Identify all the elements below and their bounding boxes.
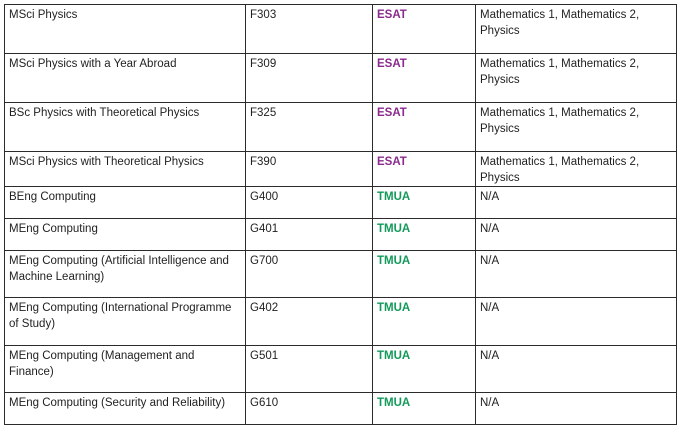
ucas-code-cell: F390 <box>245 151 373 187</box>
course-name-cell: MEng Computing (Security and Reliability… <box>4 392 246 425</box>
course-name-cell: MEng Computing (Artificial Intelligence … <box>4 250 246 298</box>
table-row: BEng Computing G400 TMUA N/A <box>4 186 677 219</box>
course-name-cell: MEng Computing (International Programme … <box>4 297 246 346</box>
course-name-cell: MEng Computing (Management and Finance) <box>4 345 246 393</box>
required-subjects-cell: Mathematics 1, Mathematics 2, Physics <box>475 4 677 54</box>
ucas-code-cell: G401 <box>245 218 373 251</box>
admissions-test-cell: TMUA <box>372 345 476 393</box>
course-name-cell: BSc Physics with Theoretical Physics <box>4 102 246 152</box>
ucas-code-cell: G700 <box>245 250 373 298</box>
required-subjects-cell: N/A <box>475 392 677 425</box>
admissions-test-table: MSci Physics F303 ESAT Mathematics 1, Ma… <box>4 4 677 425</box>
ucas-code-cell: F309 <box>245 53 373 103</box>
admissions-test-cell: ESAT <box>372 53 476 103</box>
ucas-code-cell: G501 <box>245 345 373 393</box>
ucas-code-cell: F303 <box>245 4 373 54</box>
course-name-cell: MEng Computing <box>4 218 246 251</box>
admissions-test-cell: ESAT <box>372 151 476 187</box>
ucas-code-cell: G400 <box>245 186 373 219</box>
admissions-test-cell: ESAT <box>372 4 476 54</box>
ucas-code-cell: G610 <box>245 392 373 425</box>
admissions-test-cell: ESAT <box>372 102 476 152</box>
admissions-test-cell: TMUA <box>372 218 476 251</box>
admissions-test-cell: TMUA <box>372 392 476 425</box>
required-subjects-cell: N/A <box>475 297 677 346</box>
required-subjects-cell: Mathematics 1, Mathematics 2, Physics <box>475 151 677 187</box>
required-subjects-cell: N/A <box>475 218 677 251</box>
ucas-code-cell: G402 <box>245 297 373 346</box>
table-row: MEng Computing (International Programme … <box>4 297 677 346</box>
table-row: MEng Computing (Artificial Intelligence … <box>4 250 677 298</box>
course-name-cell: MSci Physics with Theoretical Physics <box>4 151 246 187</box>
required-subjects-cell: N/A <box>475 345 677 393</box>
ucas-code-cell: F325 <box>245 102 373 152</box>
course-name-cell: MSci Physics <box>4 4 246 54</box>
admissions-test-cell: TMUA <box>372 186 476 219</box>
table-row: MSci Physics with Theoretical Physics F3… <box>4 151 677 187</box>
table-row: MEng Computing G401 TMUA N/A <box>4 218 677 251</box>
required-subjects-cell: Mathematics 1, Mathematics 2, Physics <box>475 102 677 152</box>
table-row: MEng Computing (Management and Finance) … <box>4 345 677 393</box>
table-row: MSci Physics F303 ESAT Mathematics 1, Ma… <box>4 4 677 54</box>
required-subjects-cell: N/A <box>475 186 677 219</box>
course-name-cell: BEng Computing <box>4 186 246 219</box>
course-name-cell: MSci Physics with a Year Abroad <box>4 53 246 103</box>
table-row: MSci Physics with a Year Abroad F309 ESA… <box>4 53 677 103</box>
table-row: BSc Physics with Theoretical Physics F32… <box>4 102 677 152</box>
table-row: MEng Computing (Security and Reliability… <box>4 392 677 425</box>
required-subjects-cell: N/A <box>475 250 677 298</box>
required-subjects-cell: Mathematics 1, Mathematics 2, Physics <box>475 53 677 103</box>
admissions-test-cell: TMUA <box>372 297 476 346</box>
admissions-test-cell: TMUA <box>372 250 476 298</box>
